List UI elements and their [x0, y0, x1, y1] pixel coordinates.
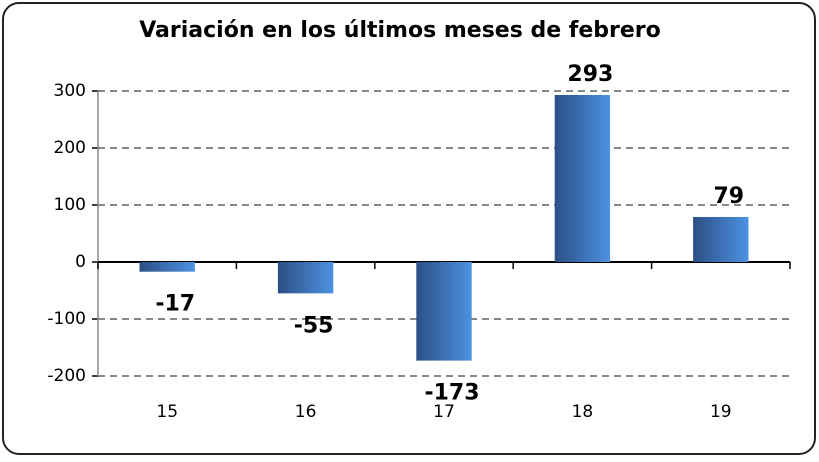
- x-tick-label: 16: [295, 402, 317, 422]
- bar: [277, 262, 334, 294]
- bar: [554, 94, 611, 263]
- data-label: -173: [424, 381, 479, 406]
- y-tick-label: 300: [54, 81, 86, 101]
- chart-title: Variación en los últimos meses de febrer…: [139, 18, 661, 43]
- y-tick-label: 200: [54, 138, 86, 158]
- data-label: 293: [567, 62, 613, 87]
- x-tick-label: 18: [572, 402, 594, 422]
- x-tick-label: 15: [156, 402, 178, 422]
- y-tick-label: 0: [75, 252, 86, 272]
- x-tick-label: 19: [710, 402, 732, 422]
- data-label: 79: [713, 184, 744, 209]
- bar: [139, 262, 195, 272]
- bar: [693, 216, 749, 262]
- y-tick-label: -100: [47, 309, 86, 329]
- data-label: -17: [155, 292, 195, 317]
- x-tick-label: 17: [433, 402, 455, 422]
- y-tick-label: 100: [54, 195, 86, 215]
- chart-border: [2, 2, 816, 455]
- y-tick-label: -200: [47, 366, 86, 386]
- data-label: -55: [294, 313, 334, 338]
- bar: [416, 262, 472, 361]
